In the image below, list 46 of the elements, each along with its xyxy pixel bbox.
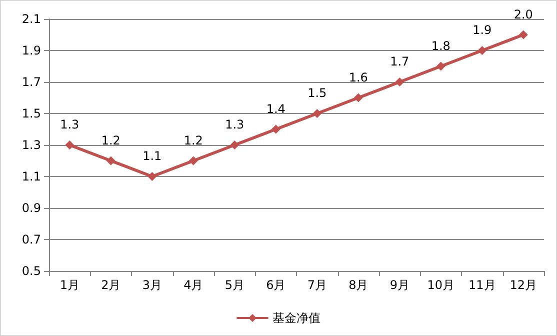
point (395, 78, 404, 86)
point (188, 156, 198, 166)
data-label: 1.2 (101, 133, 120, 148)
y-tick-label: 1.7 (22, 75, 41, 89)
data-label: 1.6 (348, 70, 368, 84)
data-label: 1.1 (142, 149, 162, 163)
x-tick-label: 1月 (60, 278, 80, 292)
legend-label: 基金净值 (272, 311, 320, 325)
y-tick-label: 1.1 (22, 170, 41, 184)
point (65, 140, 74, 150)
data-label: 1.4 (266, 102, 286, 116)
data-label: 1.5 (308, 86, 327, 100)
x-tick-label: 6月 (266, 278, 286, 292)
data-label: 1.9 (472, 23, 492, 37)
data-label: 1.3 (60, 118, 80, 132)
y-tick-label: 1.9 (22, 44, 41, 58)
y-tick-label: 2.1 (22, 12, 41, 26)
y-tick-label: 1.5 (22, 106, 41, 120)
data-label: 1.8 (431, 38, 450, 53)
point (354, 93, 363, 102)
x-tick-label: 12月 (510, 278, 538, 292)
x-tick-label: 7月 (307, 278, 327, 292)
x-tick-label: 4月 (184, 278, 204, 292)
point (312, 109, 322, 118)
x-tick-label: 3月 (142, 278, 162, 292)
y-tick-label: 0.7 (22, 232, 41, 246)
data-label: 2.0 (514, 7, 533, 22)
y-tick-label: 1.3 (22, 138, 41, 152)
y-tick-label: 0.5 (22, 264, 41, 278)
y-tick-label: 0.9 (22, 201, 41, 215)
point (478, 46, 487, 55)
x-tick-label: 2月 (101, 278, 121, 292)
x-tick-label: 10月 (427, 278, 455, 292)
point (148, 172, 157, 181)
x-tick-label: 5月 (224, 278, 244, 292)
point (271, 124, 280, 134)
point (518, 30, 528, 40)
point (106, 156, 116, 166)
x-tick-label: 9月 (390, 278, 410, 292)
point (436, 62, 446, 71)
data-label: 1.7 (390, 54, 410, 68)
x-tick-label: 8月 (348, 278, 368, 292)
data-label: 1.2 (184, 133, 203, 148)
data-label: 1.3 (225, 118, 244, 132)
point (230, 140, 240, 150)
x-tick-label: 11月 (468, 278, 496, 292)
